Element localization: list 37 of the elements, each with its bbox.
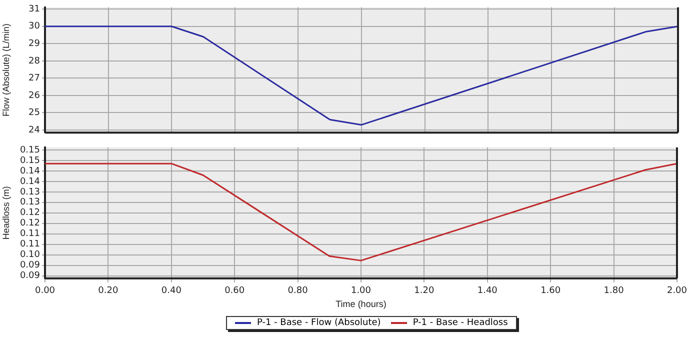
y-tick-label: 0.10	[20, 250, 40, 260]
legend-label: P-1 - Base - Headloss	[412, 318, 508, 328]
x-axis-title: Time (hours)	[336, 299, 386, 310]
x-tick-label: 1.20	[414, 286, 434, 296]
y-tick-label: 26	[28, 90, 40, 101]
y-tick-label: 0.14	[20, 176, 40, 187]
y-tick-label: 25	[28, 108, 40, 118]
y-tick-label: 0.11	[20, 229, 40, 240]
x-tick-label: 1.80	[604, 286, 624, 296]
y-tick-label: 0.13	[20, 187, 40, 198]
y-tick-label: 24	[28, 125, 40, 136]
x-tick-label: 2.00	[666, 286, 688, 296]
y-tick-label: 0.09	[20, 260, 40, 271]
y-tick-label: 0.15	[20, 156, 40, 166]
y-tick-label: 31	[28, 4, 40, 14]
y-tick-label: 29	[28, 39, 40, 50]
x-tick-label: 1.40	[477, 286, 498, 296]
x-tick-label: 0.40	[161, 286, 182, 296]
y-tick-label: 0.14	[20, 166, 40, 176]
y-axis-title: Flow (Absolute) (L/min)	[0, 23, 11, 117]
x-tick-label: 0.60	[224, 286, 245, 296]
y-tick-label: 30	[28, 22, 40, 32]
x-tick-label: 1.60	[540, 286, 561, 296]
y-tick-label: 27	[28, 74, 40, 84]
x-tick-label: 0.00	[34, 286, 56, 296]
y-tick-label: 0.09	[20, 271, 40, 282]
x-tick-label: 1.00	[350, 286, 372, 296]
y-axis-title: Headloss (m)	[0, 186, 11, 240]
y-tick-label: 28	[28, 56, 40, 66]
y-tick-label: 0.12	[20, 208, 40, 218]
y-tick-label: 0.15	[20, 145, 40, 156]
x-tick-label: 0.80	[288, 286, 308, 296]
y-tick-label: 0.11	[20, 240, 40, 250]
y-tick-label: 0.13	[20, 198, 40, 208]
x-tick-label: 0.20	[98, 286, 118, 296]
y-tick-label: 0.12	[20, 218, 40, 229]
legend-label: P-1 - Base - Flow (Absolute)	[257, 318, 381, 328]
